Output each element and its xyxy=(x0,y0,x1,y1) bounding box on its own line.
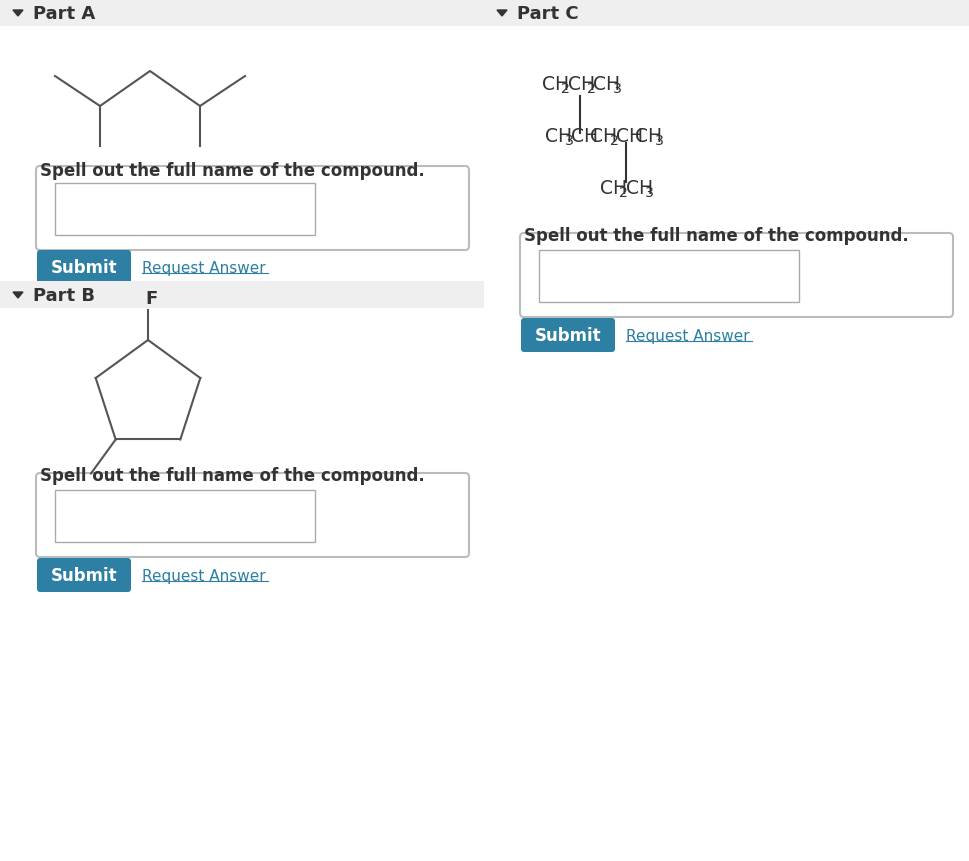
Text: Spell out the full name of the compound.: Spell out the full name of the compound. xyxy=(524,226,909,245)
Text: CH: CH xyxy=(545,127,572,146)
Polygon shape xyxy=(497,11,507,17)
Polygon shape xyxy=(13,293,23,299)
Text: CH: CH xyxy=(568,75,595,94)
FancyBboxPatch shape xyxy=(37,251,131,285)
FancyBboxPatch shape xyxy=(520,233,953,318)
Text: 3: 3 xyxy=(645,186,654,200)
Text: CH: CH xyxy=(626,179,653,198)
Text: 2: 2 xyxy=(561,83,570,96)
Text: 3: 3 xyxy=(564,134,574,148)
Text: Submit: Submit xyxy=(50,258,117,276)
FancyBboxPatch shape xyxy=(484,0,969,27)
Polygon shape xyxy=(13,11,23,17)
FancyBboxPatch shape xyxy=(55,491,315,542)
Text: Part A: Part A xyxy=(33,5,95,23)
FancyBboxPatch shape xyxy=(0,282,484,308)
FancyBboxPatch shape xyxy=(539,251,799,303)
Text: Request Answer: Request Answer xyxy=(142,260,266,276)
Text: Request Answer: Request Answer xyxy=(142,568,266,583)
FancyBboxPatch shape xyxy=(37,558,131,592)
Text: Spell out the full name of the compound.: Spell out the full name of the compound. xyxy=(40,162,424,180)
Text: Part C: Part C xyxy=(517,5,578,23)
Text: 2: 2 xyxy=(610,134,618,148)
Text: CH: CH xyxy=(636,127,663,146)
Text: Spell out the full name of the compound.: Spell out the full name of the compound. xyxy=(40,467,424,485)
Text: Request Answer: Request Answer xyxy=(626,328,750,343)
Text: Submit: Submit xyxy=(535,326,602,344)
FancyBboxPatch shape xyxy=(0,0,484,27)
Text: CH: CH xyxy=(616,127,643,146)
Text: CH: CH xyxy=(590,127,617,146)
Text: 2: 2 xyxy=(619,186,628,200)
Text: F: F xyxy=(145,289,157,307)
FancyBboxPatch shape xyxy=(521,319,615,353)
FancyBboxPatch shape xyxy=(55,183,315,236)
Text: 3: 3 xyxy=(655,134,664,148)
FancyBboxPatch shape xyxy=(36,167,469,251)
Text: Part B: Part B xyxy=(33,287,95,305)
Text: CH: CH xyxy=(571,127,598,146)
Text: Submit: Submit xyxy=(50,567,117,585)
Text: CH: CH xyxy=(600,179,627,198)
Text: CH: CH xyxy=(593,75,620,94)
Text: CH: CH xyxy=(542,75,569,94)
FancyBboxPatch shape xyxy=(36,474,469,557)
Text: 2: 2 xyxy=(587,83,596,96)
Text: 3: 3 xyxy=(612,83,622,96)
